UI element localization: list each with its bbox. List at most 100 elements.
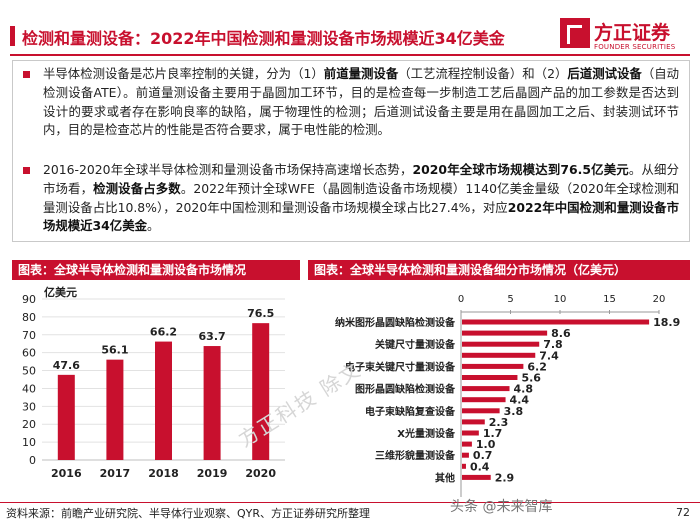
bar [462, 375, 518, 380]
data-label: 56.1 [101, 344, 128, 357]
category-label: 纳米图形晶圆缺陷检测设备 [335, 316, 456, 329]
category-label: 图形晶圆缺陷检测设备 [355, 383, 456, 396]
bar [155, 341, 172, 460]
data-label: 66.2 [150, 326, 177, 339]
bar [462, 463, 466, 469]
bar [462, 441, 472, 447]
category-label: 电子束缺陷复查设备 [365, 405, 456, 418]
data-label: 6.2 [527, 360, 547, 373]
bar [106, 359, 124, 460]
data-label: 8.6 [551, 327, 571, 340]
paragraph-2: 2016-2020年全球半导体检测和量测设备市场保持高速增长态势，2020年全球… [23, 161, 679, 236]
data-label: 1.7 [483, 427, 503, 440]
data-label: 47.6 [53, 359, 80, 372]
founder-logo-icon [560, 18, 590, 48]
y-tick-label: 80 [22, 311, 36, 324]
p1-text-2: （工艺流程控制设备）和（2） [398, 66, 568, 81]
bar [462, 319, 650, 325]
header-divider [10, 54, 690, 56]
bar [252, 323, 270, 460]
y-tick-label: 30 [22, 400, 36, 413]
founder-logo: 方正证券 FOUNDER SECURITIES [560, 18, 695, 54]
category-label: 三维形貌量测设备 [375, 449, 456, 462]
bar [462, 352, 536, 358]
p1-text-3: （自动检测设备ATE）。前道量测设备主要用于晶圆加工环节，目的是检查每一步制造工… [43, 66, 680, 138]
data-label: 0.7 [473, 449, 493, 462]
x-tick-label: 2020 [245, 467, 276, 480]
right-hbar-chart: 0 5 10 15 20 18.9 纳米图形晶圆缺陷检测设备 8.67.8 关键尺寸量测设备 7.… [335, 294, 680, 497]
x-tick-label: 2017 [100, 467, 131, 480]
logo-text-cn: 方正证券 [594, 22, 671, 44]
bar [462, 474, 491, 480]
bar [462, 330, 548, 336]
data-label: 7.8 [543, 338, 563, 351]
data-label: 5.6 [521, 372, 541, 385]
data-label: 2.3 [489, 416, 509, 429]
y-tick-label: 50 [22, 365, 36, 378]
bullet-icon [23, 71, 30, 78]
category-label: X光量测设备 [397, 427, 456, 440]
data-label: 18.9 [653, 316, 680, 329]
bar [462, 408, 500, 414]
logo-text-en: FOUNDER SECURITIES [594, 43, 676, 51]
bar [462, 341, 540, 347]
p2-text-3: 。2022年预计全球WFE（晶圆制造设备市场规模）1140亿美金量级（2020年… [43, 180, 679, 215]
p2-bold-2: 检测设备占多数 [93, 180, 181, 196]
data-label: 4.8 [514, 383, 534, 396]
category-label: 其他 [435, 471, 455, 484]
footer-divider [0, 502, 700, 503]
toutiao-watermark: 头条 @未来智库 [450, 499, 553, 515]
x-tick-label: 2019 [197, 467, 228, 480]
data-label: 7.4 [539, 349, 559, 362]
data-label: 1.0 [476, 438, 496, 451]
y-tick-label: 0 [29, 454, 36, 467]
x-tick-label: 5 [507, 294, 513, 305]
data-label: 63.7 [199, 330, 226, 343]
bar [462, 419, 485, 425]
y-tick-label: 90 [22, 293, 36, 306]
p2-text-4: 。 [146, 218, 160, 234]
x-tick-label: 2018 [148, 467, 179, 480]
bar [462, 430, 479, 436]
x-tick-label: 10 [554, 294, 567, 305]
p2-text-1: 2016-2020年全球半导体检测和量测设备市场保持高速增长态势， [43, 162, 413, 177]
p2-bold-1: 2020年全球市场规模达到76.5亿美元 [412, 162, 629, 177]
y-tick-label: 10 [22, 436, 36, 449]
data-label: 2.9 [495, 471, 514, 484]
bullet-icon [23, 167, 30, 174]
x-tick-label: 0 [458, 294, 464, 305]
bar [462, 363, 524, 369]
p1-bold-1: 前道量测设备 [323, 66, 399, 81]
bar [462, 452, 469, 458]
x-tick-label: 20 [653, 294, 666, 305]
y-axis-unit: 亿美元 [44, 285, 77, 299]
bar [462, 386, 510, 392]
paragraph-1: 半导体检测设备是芯片良率控制的关键，分为（1）前道量测设备（工艺流程控制设备）和… [23, 65, 679, 140]
left-bar-chart: 亿美元 0 10 20 30 40 50 60 70 80 90 47.6 2016 56.1 2017 66… [22, 285, 285, 480]
p2-bold-3: 2022年中国检测和量测设备市场规模近34亿美金 [43, 199, 679, 234]
p2-text-2: 。从细分市场看， [43, 162, 680, 196]
header-accent-bar [10, 26, 15, 46]
y-tick-label: 20 [22, 418, 36, 431]
left-chart-title: 图表：全球半导体检测和量测设备市场情况 [12, 260, 300, 280]
data-label: 3.8 [504, 405, 524, 418]
page-number: 72 [676, 506, 690, 519]
y-tick-label: 40 [22, 382, 36, 395]
y-tick-label: 60 [22, 347, 36, 360]
bar [462, 397, 506, 403]
category-label: 电子束关键尺寸量测设备 [345, 360, 456, 373]
x-tick-label: 15 [603, 294, 616, 305]
data-label: 4.4 [510, 394, 530, 407]
bar [57, 374, 75, 460]
p1-bold-2: 后道测试设备 [567, 66, 642, 81]
right-chart-title: 图表：全球半导体检测和量测设备细分市场情况（亿美元） [308, 260, 690, 280]
summary-textbox: 半导体检测设备是芯片良率控制的关键，分为（1）前道量测设备（工艺流程控制设备）和… [12, 60, 690, 242]
page-title: 检测和量测设备：2022年中国检测和量测设备市场规模近34亿美金 [22, 29, 505, 48]
data-label: 76.5 [247, 307, 274, 320]
data-label: 0.4 [470, 460, 490, 473]
y-tick-label: 70 [22, 329, 36, 342]
category-label: 关键尺寸量测设备 [375, 338, 456, 351]
x-tick-label: 2016 [51, 467, 82, 480]
